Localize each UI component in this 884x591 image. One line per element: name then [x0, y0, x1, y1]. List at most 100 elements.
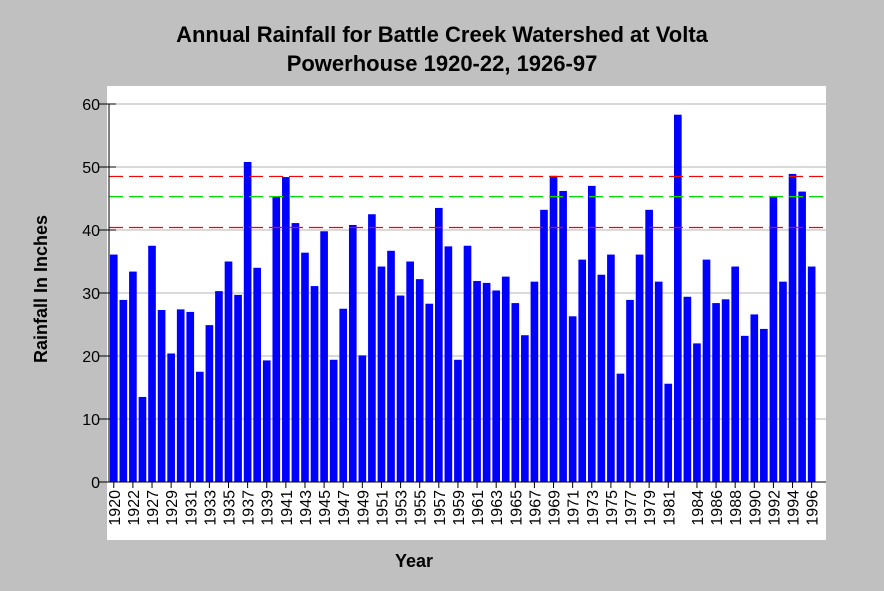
bar [387, 250, 395, 482]
x-tick-label: 1971 [566, 490, 583, 526]
x-axis-title: Year [395, 551, 433, 571]
x-tick-label: 1939 [260, 490, 277, 526]
x-tick-label: 1988 [728, 490, 745, 526]
x-tick-label: 1984 [690, 490, 707, 526]
chart-title-line-1: Annual Rainfall for Battle Creek Watersh… [176, 22, 708, 47]
y-axis-title: Rainfall In Inches [31, 215, 51, 363]
bar [320, 231, 328, 482]
chart-title-line-2: Powerhouse 1920-22, 1926-97 [286, 51, 598, 76]
bar [425, 303, 434, 482]
bar [645, 209, 653, 482]
y-tick-label: 50 [82, 160, 100, 177]
y-tick-label: 10 [82, 412, 100, 429]
bar [530, 281, 539, 482]
bar [234, 294, 242, 482]
x-tick-label: 1927 [145, 490, 162, 526]
x-tick-label: 1977 [623, 490, 640, 526]
bar [788, 173, 797, 482]
bar [282, 177, 290, 482]
x-tick-label: 1986 [709, 490, 726, 526]
y-tick-label: 30 [82, 286, 100, 303]
bar [368, 214, 376, 482]
bar [521, 335, 529, 482]
bar [358, 355, 367, 482]
y-tick-label: 20 [82, 349, 100, 366]
x-tick-label: 1943 [298, 490, 315, 526]
bar [587, 185, 596, 482]
bar [712, 303, 720, 482]
x-tick-label: 1929 [164, 490, 181, 526]
bar [798, 191, 806, 482]
bar [109, 254, 118, 482]
bar [492, 290, 501, 482]
bar [415, 279, 424, 482]
bar [195, 371, 204, 482]
bar [129, 271, 137, 482]
bars [109, 114, 816, 483]
bar [473, 281, 481, 482]
bar [540, 209, 548, 482]
bar [301, 252, 309, 482]
bar [769, 195, 778, 483]
bar [186, 311, 195, 482]
bar [243, 161, 252, 482]
bar [406, 261, 414, 482]
chart-title: Annual Rainfall for Battle Creek Watersh… [0, 20, 884, 78]
bar [176, 309, 185, 482]
bar [215, 291, 223, 482]
x-tick-label: 1957 [432, 490, 449, 526]
bar [262, 360, 271, 482]
bar [597, 274, 606, 482]
bar [167, 353, 175, 482]
bar [664, 383, 673, 482]
x-tick-label: 1961 [470, 490, 487, 526]
bar [272, 195, 281, 483]
bar [731, 266, 740, 482]
x-tick-label: 1922 [126, 490, 143, 526]
bar [224, 261, 233, 482]
bar [454, 359, 462, 482]
x-tick-label: 1981 [661, 490, 678, 526]
bar [377, 266, 386, 482]
x-tick-label: 1931 [183, 490, 200, 526]
bar [511, 303, 520, 482]
x-tick-label: 1967 [527, 490, 544, 526]
x-tick-label: 1973 [585, 490, 602, 526]
x-tick-label: 1945 [317, 490, 334, 526]
bar [693, 343, 701, 482]
bar [549, 175, 558, 482]
bar [138, 396, 147, 482]
x-tick-label: 1963 [489, 490, 506, 526]
bar [339, 308, 348, 482]
bar [348, 224, 357, 482]
bar [157, 310, 166, 482]
x-tick-label: 1953 [394, 490, 411, 526]
x-tick-label: 1937 [241, 490, 258, 526]
bar [444, 246, 453, 482]
bar [635, 254, 644, 482]
x-tick-label: 1959 [451, 490, 468, 526]
bar [750, 314, 759, 482]
x-tick-label: 1947 [336, 490, 353, 526]
bar [607, 254, 615, 482]
x-tick-label: 1994 [786, 490, 803, 526]
x-tick-label: 1935 [222, 490, 239, 526]
x-tick-label: 1979 [642, 490, 659, 526]
bar [616, 373, 625, 482]
y-tick-label: 40 [82, 223, 100, 240]
y-tick-label: 60 [82, 97, 100, 114]
x-tick-label: 1955 [413, 490, 430, 526]
bar [205, 325, 214, 482]
y-tick-labels: 0 10 20 30 40 50 60 [82, 97, 100, 492]
bar [329, 359, 338, 482]
x-tick-label: 1975 [604, 490, 621, 526]
bar [253, 267, 262, 482]
x-tick-label: 1933 [202, 490, 219, 526]
y-tick-label: 0 [91, 475, 100, 492]
bar [148, 245, 156, 482]
bar [396, 295, 405, 482]
bar [559, 190, 567, 482]
bar [501, 276, 510, 482]
bar [578, 259, 587, 482]
